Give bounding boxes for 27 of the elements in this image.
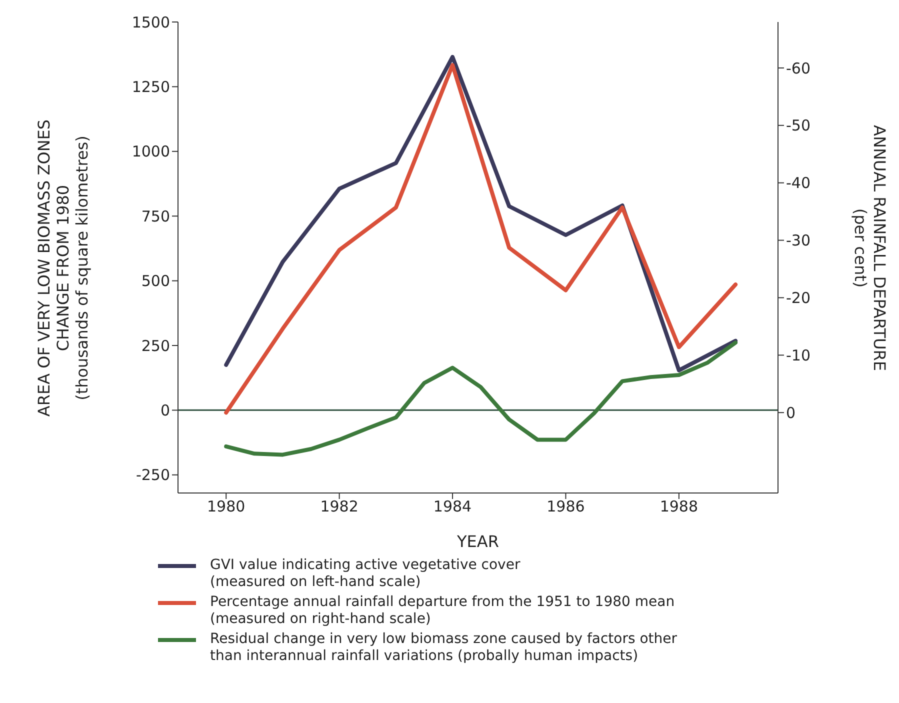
y-axis-title: AREA OF VERY LOW BIOMASS ZONES CHANGE FROM 1980 (thousands of square kilometres) [34,118,92,419]
x-tick-label: 1982 [320,498,358,516]
legend-label: Residual change in very low biomass zone caused by factors other than interannual rainfall variations (probally human impacts) [210,631,678,665]
x-axis-title: YEAR [456,532,499,551]
y-tick-label: 1000 [132,142,170,161]
legend-label: GVI value indicating active vegetative cover (measured on left-hand scale) [210,557,520,591]
y-tick-label: 500 [141,272,170,290]
y2-tick-label: 0 [786,404,796,422]
legend-label: Percentage annual rainfall departure from the 1951 to 1980 mean (measured on right-hand scale) [210,594,675,628]
x-tick-label: 1984 [433,498,472,516]
y2-tick-label: -60 [786,59,810,78]
x-tick-label: 1988 [660,498,698,516]
y-tick-label: 1250 [132,78,170,96]
y-tick-label: 1500 [132,13,170,32]
y2-axis-title: ANNUAL RAINFALL DEPARTURE (per cent) [851,124,889,373]
y2-tick-label: -10 [786,346,810,364]
y2-tick-label: -50 [786,116,810,135]
x-tick-label: 1980 [207,498,246,516]
y-tick-label: 0 [160,402,170,420]
line-series [224,340,738,457]
y2-tick-label: -40 [786,174,810,192]
y2-tick-label: -30 [786,232,810,250]
x-tick-label: 1986 [546,498,585,516]
y-tick-label: 750 [141,207,170,226]
y-tick-label: 250 [141,336,170,355]
y2-tick-label: -20 [786,289,810,308]
y-tick-label: -250 [136,466,170,484]
